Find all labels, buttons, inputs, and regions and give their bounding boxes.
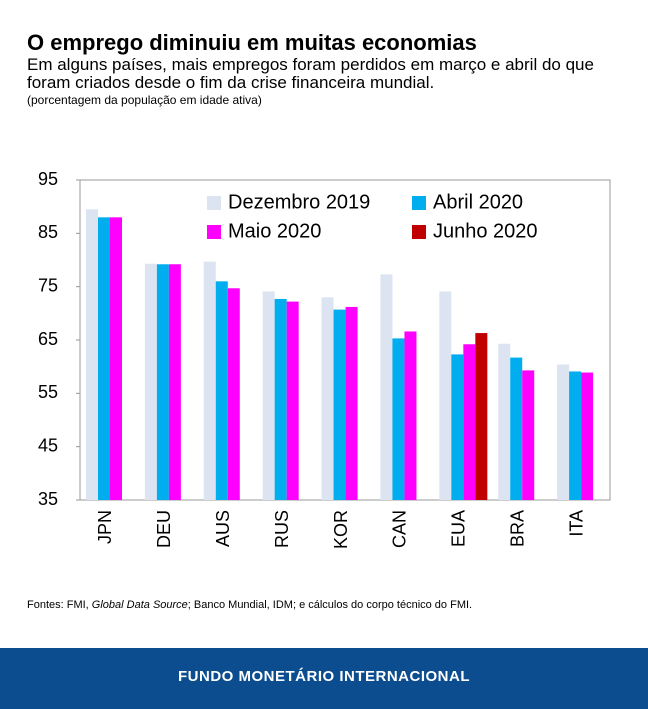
bar <box>274 298 287 500</box>
x-tick-label: BRA <box>507 510 527 547</box>
bar <box>262 291 275 500</box>
legend-label: Maio 2020 <box>228 220 321 242</box>
bar <box>510 357 523 500</box>
y-tick-label: 75 <box>38 275 58 295</box>
bar <box>286 301 299 500</box>
bar <box>392 338 405 500</box>
bar <box>557 364 570 500</box>
source-text: Global Data Source <box>91 599 188 611</box>
chart-subtitle: Em alguns países, mais empregos foram pe… <box>27 55 594 92</box>
bar <box>345 306 358 500</box>
legend-label: Junho 2020 <box>433 220 538 242</box>
y-tick-label: 35 <box>38 489 58 509</box>
bar <box>439 291 452 500</box>
bar <box>156 264 169 500</box>
y-tick-label: 65 <box>38 329 58 349</box>
x-tick-label: EUA <box>449 510 469 547</box>
y-tick-label: 55 <box>38 382 58 402</box>
x-tick-label: ITA <box>566 510 586 537</box>
bar <box>569 371 582 500</box>
bar <box>86 209 98 501</box>
legend-swatch <box>412 225 426 239</box>
bar <box>203 261 216 500</box>
bar <box>321 297 334 500</box>
legend-swatch <box>207 196 221 210</box>
source: Fontes: FMI, Global Data Source; Banco M… <box>27 599 472 611</box>
bar <box>581 372 594 500</box>
bar <box>168 264 181 500</box>
y-tick-label: 85 <box>38 222 58 242</box>
x-tick-label: DEU <box>154 510 174 548</box>
legend-label: Dezembro 2019 <box>228 191 370 213</box>
x-tick-label: JPN <box>95 510 115 544</box>
chart-note: (porcentagem da população em idade ativa… <box>27 93 262 107</box>
footer-text: FUNDO MONETÁRIO INTERNACIONAL <box>178 668 470 685</box>
bar <box>227 288 240 500</box>
legend-swatch <box>412 196 426 210</box>
x-tick-label: AUS <box>213 510 233 547</box>
bar <box>475 333 488 500</box>
bar <box>404 331 417 500</box>
chart: 35 45 55 65 75 85 95 JPN DEU AUS RUS KOR CAN EUA BRA IT… <box>38 169 611 549</box>
bar <box>463 344 476 500</box>
bar <box>215 281 228 500</box>
bar <box>98 217 110 501</box>
x-tick-label: KOR <box>331 510 351 549</box>
bar <box>380 274 393 500</box>
bar <box>110 217 122 501</box>
source-text: Fontes: FMI, <box>27 599 92 611</box>
chart-title: O emprego diminuiu em muitas economias <box>27 30 477 55</box>
header: O emprego diminuiu em muitas economias E… <box>27 30 607 108</box>
bar <box>498 343 511 500</box>
bar <box>333 309 346 500</box>
footer: FUNDO MONETÁRIO INTERNACIONAL <box>0 648 648 709</box>
source-text: ; Banco Mundial, IDM; e cálculos do corp… <box>187 599 473 611</box>
bar <box>144 263 157 500</box>
y-tick-label: 45 <box>38 435 58 455</box>
legend-label: Abril 2020 <box>433 191 523 213</box>
x-tick-label: CAN <box>390 510 410 548</box>
y-tick-label: 95 <box>38 169 58 189</box>
x-tick-label: RUS <box>272 510 292 548</box>
bar <box>451 354 464 500</box>
bar <box>522 370 535 500</box>
legend-swatch <box>207 225 221 239</box>
